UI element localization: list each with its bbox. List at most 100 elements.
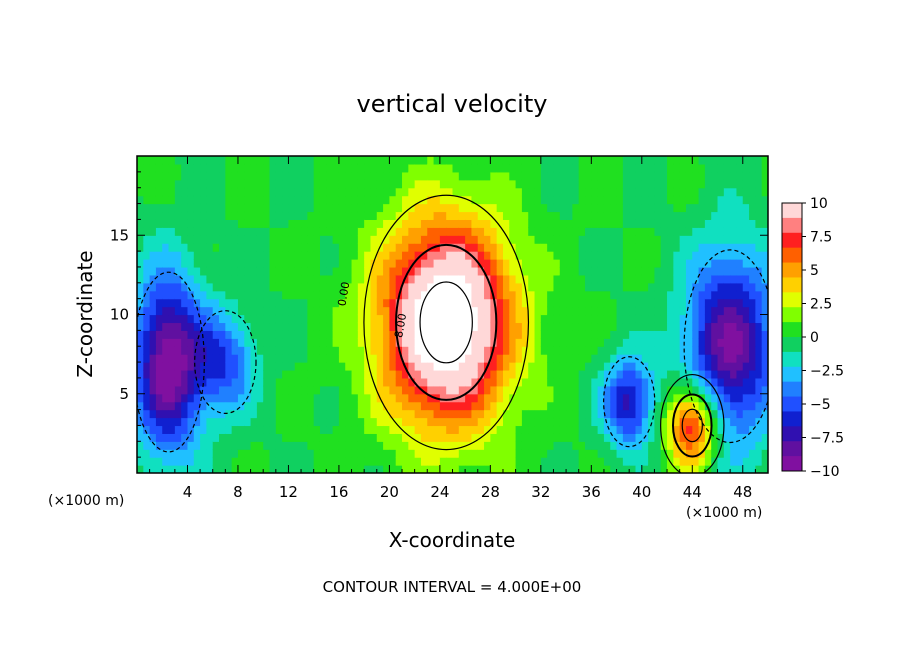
field-cell	[591, 465, 599, 473]
field-cell	[515, 362, 523, 371]
field-cell	[749, 298, 756, 308]
field-cell	[667, 433, 674, 442]
field-cell	[496, 385, 504, 395]
field-cell	[269, 171, 277, 181]
field-cell	[610, 465, 618, 473]
field-cell	[256, 393, 264, 403]
field-cell	[559, 290, 567, 300]
field-cell	[433, 385, 441, 395]
field-cell	[578, 417, 586, 427]
field-cell	[641, 203, 649, 213]
field-cell	[155, 156, 163, 165]
field-cell	[225, 362, 233, 371]
field-cell	[200, 259, 208, 268]
field-cell	[439, 449, 447, 458]
field-cell	[181, 441, 189, 450]
field-cell	[553, 163, 561, 173]
field-cell	[250, 171, 258, 181]
field-cell	[458, 211, 466, 220]
field-cell	[212, 306, 220, 316]
field-cell	[168, 282, 176, 292]
field-cell	[528, 338, 536, 347]
field-cell	[439, 441, 447, 450]
field-cell	[742, 282, 750, 292]
field-cell	[616, 425, 624, 434]
colorbar-swatch	[782, 262, 802, 278]
field-cell	[484, 203, 491, 213]
field-cell	[332, 354, 340, 363]
field-cell	[502, 393, 510, 403]
field-cell	[641, 441, 649, 450]
field-cell	[761, 449, 768, 458]
field-cell	[181, 338, 189, 347]
field-cell	[383, 282, 390, 292]
field-cell	[187, 259, 195, 268]
field-cell	[231, 274, 239, 284]
field-cell	[174, 171, 182, 181]
field-cell	[622, 369, 630, 379]
field-cell	[730, 298, 738, 308]
field-cell	[761, 227, 768, 236]
field-cell	[225, 171, 233, 181]
field-cell	[698, 401, 706, 411]
field-cell	[225, 179, 233, 189]
field-cell	[414, 195, 422, 205]
field-cell	[137, 243, 144, 252]
field-cell	[654, 314, 662, 324]
field-cell	[723, 362, 731, 371]
field-cell	[654, 369, 662, 379]
field-cell	[547, 354, 555, 363]
field-cell	[723, 433, 731, 442]
field-cell	[301, 362, 308, 371]
field-cell	[692, 156, 700, 165]
field-cell	[477, 377, 485, 387]
field-cell	[698, 330, 706, 339]
field-cell	[263, 290, 271, 300]
field-cell	[616, 457, 624, 466]
field-cell	[654, 187, 662, 197]
field-cell	[357, 195, 365, 205]
field-cell	[345, 314, 353, 324]
field-cell	[219, 306, 226, 316]
field-cell	[370, 401, 378, 411]
field-cell	[528, 235, 536, 244]
field-cell	[294, 266, 302, 276]
field-cell	[723, 401, 731, 411]
field-cell	[528, 266, 536, 276]
field-cell	[212, 393, 220, 403]
field-cell	[673, 171, 681, 181]
field-cell	[319, 330, 327, 339]
field-cell	[553, 322, 561, 331]
field-cell	[673, 187, 681, 197]
field-cell	[212, 187, 220, 197]
field-cell	[515, 306, 523, 316]
field-cell	[414, 282, 422, 292]
field-cell	[338, 282, 346, 292]
field-cell	[547, 274, 555, 284]
field-cell	[597, 425, 605, 434]
field-cell	[427, 346, 435, 355]
field-cell	[553, 219, 561, 228]
field-cell	[597, 369, 605, 379]
field-cell	[250, 433, 258, 442]
field-cell	[679, 433, 687, 442]
field-cell	[206, 314, 214, 324]
field-cell	[635, 266, 643, 276]
field-cell	[679, 362, 687, 371]
field-cell	[610, 171, 618, 181]
field-cell	[566, 314, 573, 324]
field-cell	[212, 441, 220, 450]
field-cell	[383, 338, 390, 347]
field-cell	[572, 354, 580, 363]
field-cell	[307, 179, 315, 189]
colorbar-swatch	[782, 307, 802, 323]
field-cell	[585, 314, 592, 324]
field-cell	[357, 259, 365, 268]
field-cell	[206, 203, 214, 213]
field-cell	[452, 330, 460, 339]
field-cell	[578, 385, 586, 395]
field-cell	[212, 354, 220, 363]
field-cell	[414, 227, 422, 236]
field-cell	[376, 179, 384, 189]
field-cell	[181, 156, 189, 165]
